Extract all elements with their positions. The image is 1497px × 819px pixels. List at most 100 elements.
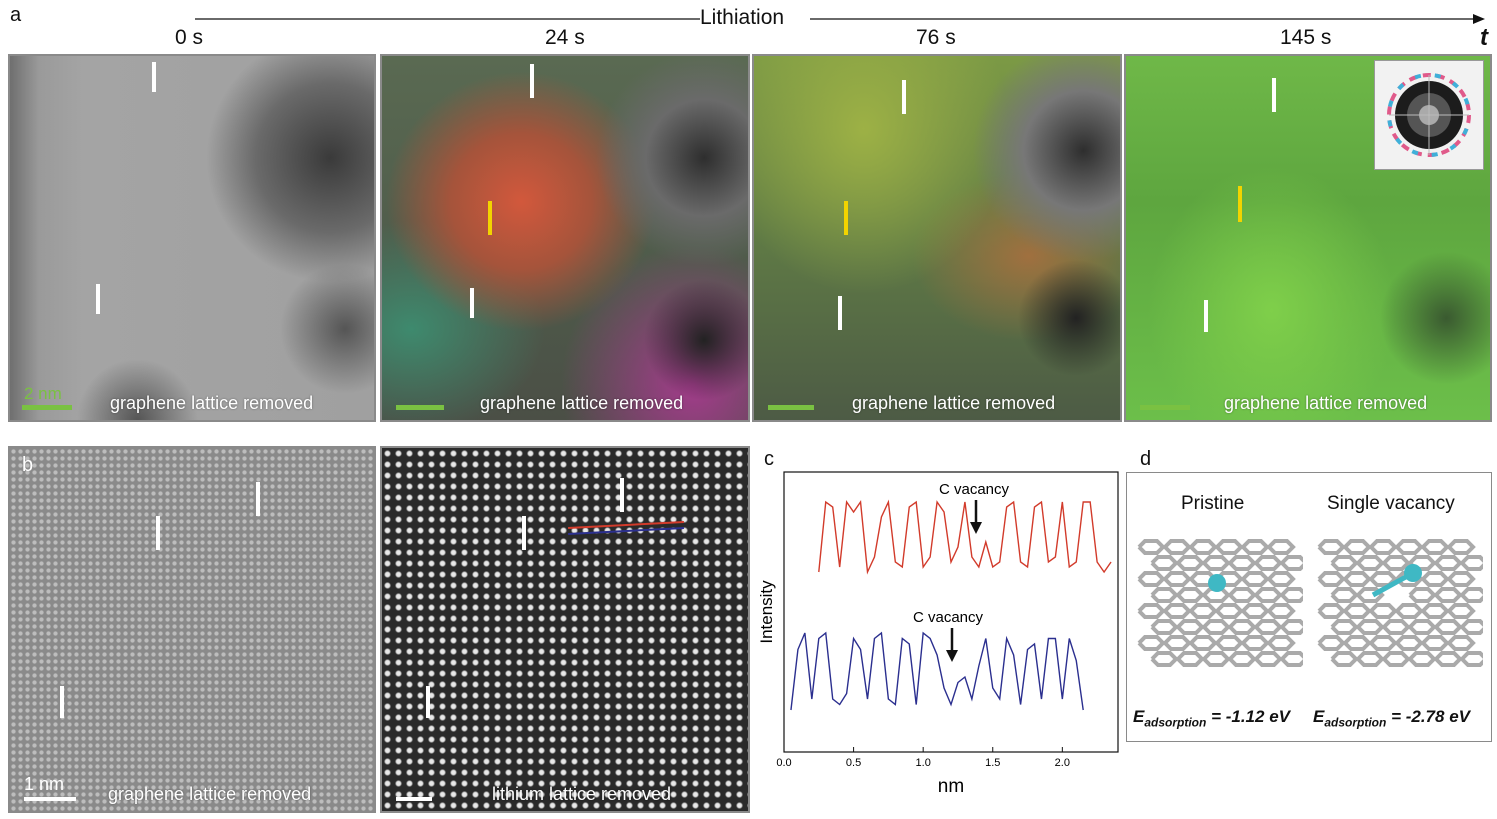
lattice-hexagon	[1343, 635, 1372, 651]
frame-caption: graphene lattice removed	[480, 393, 684, 413]
lattice-hexagon	[1395, 571, 1424, 587]
lattice-hexagon	[1241, 635, 1270, 651]
y-axis-label: Intensity	[757, 580, 776, 644]
tem-panel-b-right: lithium lattice removed	[380, 446, 750, 813]
lattice-hexagon	[1356, 555, 1385, 571]
lattice-hexagon	[1176, 619, 1205, 635]
tem-frame-1: graphene lattice removed	[380, 54, 750, 422]
timeline-label: Lithiation	[700, 6, 785, 29]
lattice-hexagon	[1343, 539, 1372, 555]
defect-arrow-white	[60, 686, 64, 718]
lattice-hexagon	[1421, 603, 1450, 619]
lattice-hexagon	[1267, 635, 1296, 651]
lattice-hexagon	[1280, 587, 1303, 603]
annotation-arrow-top	[970, 522, 982, 534]
lattice-hexagon	[1176, 651, 1205, 667]
lattice-hexagon	[1369, 539, 1398, 555]
lattice-hexagon	[1317, 571, 1346, 587]
defect-arrow-white	[152, 62, 156, 92]
lattice-hexagon	[1189, 635, 1218, 651]
single-vacancy-title: Single vacancy	[1327, 493, 1455, 514]
pristine-lattice-model	[1137, 539, 1303, 667]
lattice-hexagon	[1202, 555, 1231, 571]
lattice-hexagon	[1408, 619, 1437, 635]
scale-bar	[768, 405, 814, 410]
lattice-hexagon	[1330, 587, 1359, 603]
model-panel-d: Pristine Single vacancy Eadsorption = -1…	[1126, 472, 1492, 742]
x-tick-label: 0.5	[846, 757, 861, 769]
panel-c-label: c	[764, 448, 774, 470]
x-tick-label: 0.0	[776, 757, 791, 769]
defect-arrow-white	[902, 80, 906, 114]
lattice-hexagon	[1460, 619, 1483, 635]
panel-b-label: b	[22, 454, 34, 476]
x-tick-label: 1.0	[916, 757, 931, 769]
lattice-hexagon	[1150, 651, 1179, 667]
lattice-hexagon	[1241, 539, 1270, 555]
lattice-hexagon	[1408, 587, 1437, 603]
lattice-hexagon	[1254, 587, 1283, 603]
lattice-hexagon	[1421, 635, 1450, 651]
lattice-hexagon	[1280, 651, 1303, 667]
defect-arrow-white	[426, 686, 430, 718]
lattice-hexagon	[1395, 603, 1424, 619]
defect-arrow-yellow	[844, 201, 848, 235]
lattice-hexagon	[1228, 619, 1257, 635]
lattice-hexagon	[1434, 587, 1463, 603]
lithium-atom	[1404, 564, 1422, 582]
lattice-hexagon	[1163, 635, 1192, 651]
defect-arrow-white	[838, 296, 842, 330]
x-tick-label: 2.0	[1055, 757, 1070, 769]
profile-series-1	[790, 631, 1084, 711]
lattice-hexagon	[1280, 555, 1303, 571]
lattice-hexagon	[1267, 539, 1296, 555]
defect-arrow-yellow	[1238, 186, 1242, 222]
defect-arrow-white	[156, 516, 160, 550]
panel-b-right-caption: lithium lattice removed	[492, 784, 672, 804]
lattice-hexagon	[1267, 571, 1296, 587]
lattice-hexagon	[1215, 539, 1244, 555]
scale-bar-label: 2 nm	[24, 384, 62, 403]
lattice-hexagon	[1434, 651, 1463, 667]
lattice-hexagon	[1343, 571, 1372, 587]
lattice-hexagon	[1369, 603, 1398, 619]
lattice-hexagon	[1460, 587, 1483, 603]
lattice-hexagon	[1189, 539, 1218, 555]
lattice-hexagon	[1356, 651, 1385, 667]
timeline-axis-symbol: t	[1480, 24, 1488, 51]
defect-arrow-white	[96, 284, 100, 314]
lattice-hexagon	[1215, 635, 1244, 651]
defect-arrow-white	[530, 64, 534, 98]
lattice-hexagon	[1330, 619, 1359, 635]
lattice-hexagon	[1150, 555, 1179, 571]
lattice-hexagon	[1356, 587, 1385, 603]
lattice-hexagon	[1241, 571, 1270, 587]
scale-bar	[396, 797, 432, 801]
vacancy-lattice-model	[1317, 539, 1483, 667]
tem-panel-b-left: b 1 nm graphene lattice removed	[8, 446, 376, 813]
defect-arrow-white	[470, 288, 474, 318]
lattice-hexagon	[1137, 571, 1166, 587]
lattice-hexagon	[1163, 571, 1192, 587]
lattice-hexagon	[1317, 539, 1346, 555]
scale-bar	[396, 405, 444, 410]
frame-caption: graphene lattice removed	[110, 393, 314, 413]
lattice-hexagon	[1421, 571, 1450, 587]
timeline-axis	[195, 14, 1485, 24]
panel-d-label: d	[1140, 448, 1152, 470]
lattice-hexagon	[1150, 619, 1179, 635]
lattice-hexagon	[1137, 635, 1166, 651]
defect-arrow-white	[522, 516, 526, 550]
lattice-hexagon	[1202, 651, 1231, 667]
panel-b-left-caption: graphene lattice removed	[108, 784, 312, 804]
lattice-hexagon	[1447, 539, 1476, 555]
frame-time-2: 76 s	[916, 26, 956, 49]
lattice-hexagon	[1254, 651, 1283, 667]
lattice-hexagon	[1137, 603, 1166, 619]
tem-frame-2: graphene lattice removed	[752, 54, 1122, 422]
lattice-hexagon	[1241, 603, 1270, 619]
lattice-hexagon	[1150, 587, 1179, 603]
lattice-hexagon	[1254, 619, 1283, 635]
lattice-hexagon	[1267, 603, 1296, 619]
lattice-hexagon	[1369, 635, 1398, 651]
